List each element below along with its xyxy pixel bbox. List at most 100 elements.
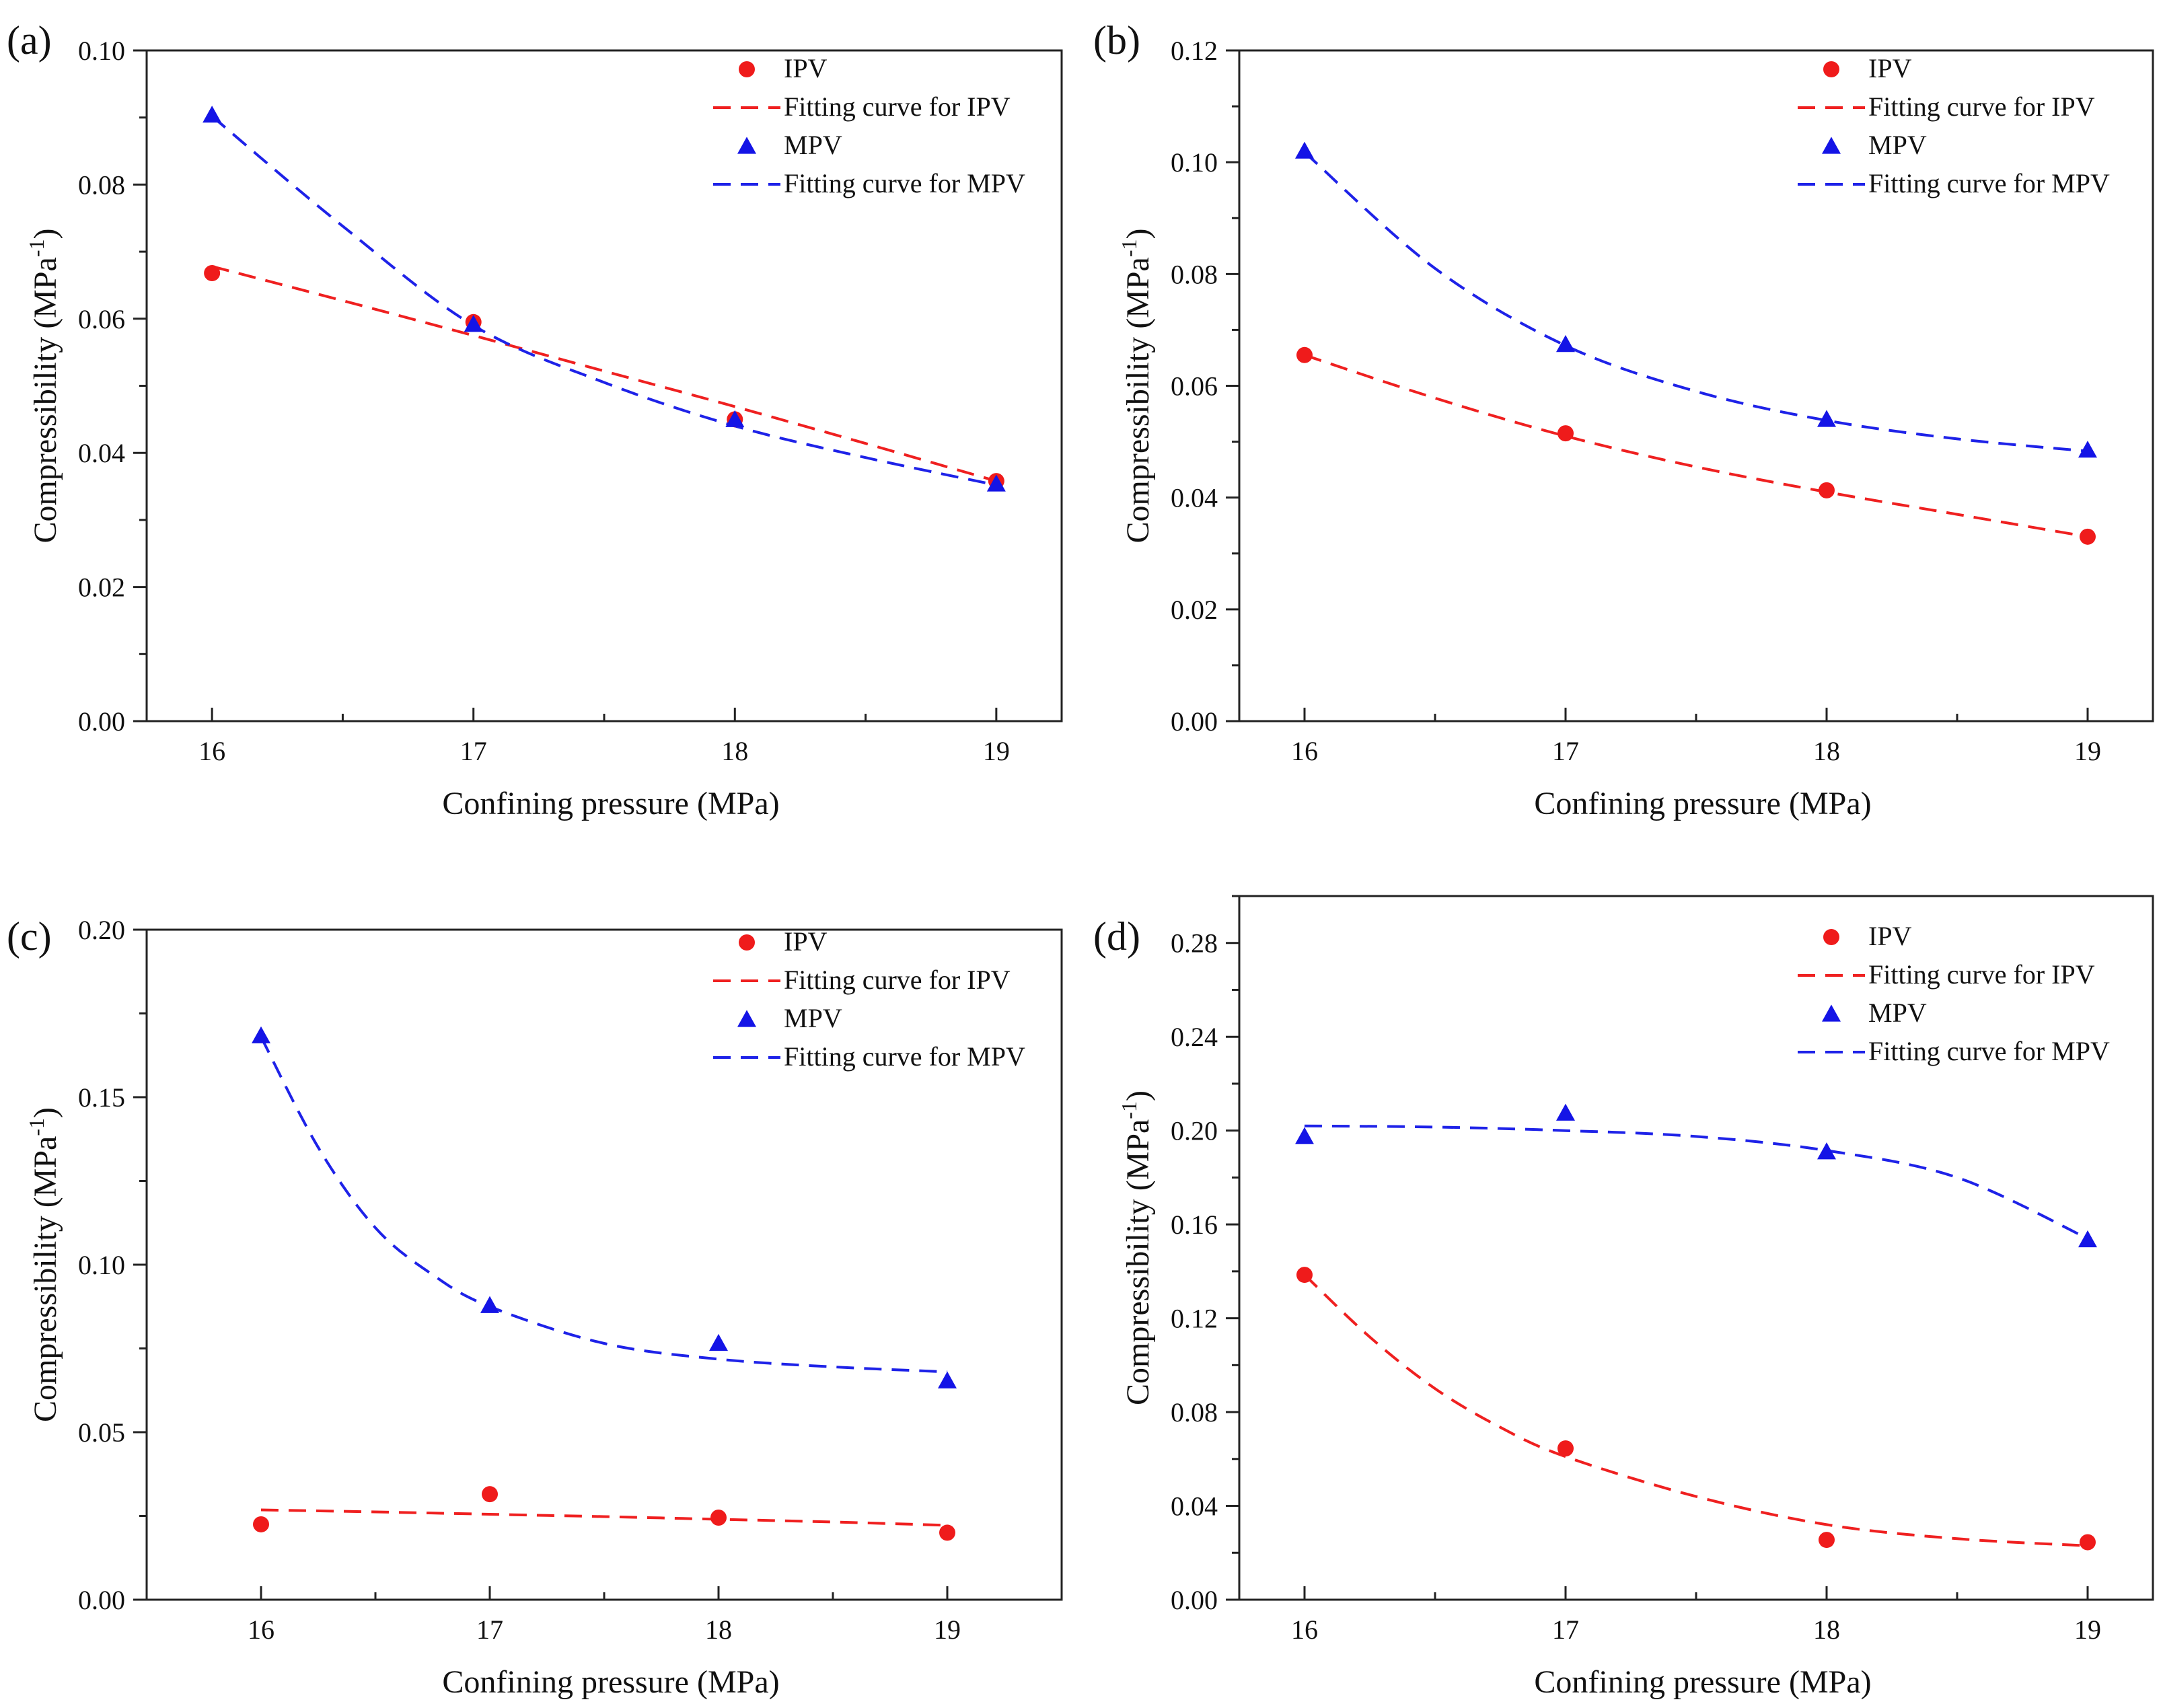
chart-panel-2: (b) 16 17 18 19 0.00 0.02 0.04 0.06 0.08 0.10 0.12 C… <box>1093 18 2154 821</box>
legend-entry: IPV <box>784 926 828 957</box>
y-tick-label: 0.00 <box>78 706 125 737</box>
chart-panel-3: (c) 16 17 18 19 0.00 0.05 0.10 0.15 0.20 Confining… <box>7 914 1063 1700</box>
mpv-point <box>938 1371 957 1388</box>
x-tick-label: 18 <box>1813 1614 1840 1645</box>
y-tick-label: 0.04 <box>1171 483 1218 513</box>
chart-panel-1: (a) 16 17 18 19 0.00 0.02 0.04 0.06 0.08 0.10 Confi… <box>7 18 1063 821</box>
chart-panel-4: (d) 16 17 18 19 0.00 0.04 0.08 0.12 0.16 0.20 0.24 0… <box>1093 895 2154 1700</box>
x-tick-label: 19 <box>2074 736 2101 766</box>
y-axis-title-main: Compressibility (MPa <box>28 257 63 543</box>
x-tick-label: 18 <box>1813 736 1840 766</box>
y-axis-title-end: ) <box>1120 229 1156 239</box>
x-axis-title: Confining pressure (MPa) <box>442 786 779 821</box>
axes-frame <box>1238 895 2154 1601</box>
ipv-point <box>710 1509 727 1526</box>
y-axis-title: Compressibility (MPa-1) <box>1117 1090 1156 1405</box>
panel-label: (a) <box>7 18 52 63</box>
y-axis-title-end: ) <box>1120 1090 1156 1101</box>
mpv-point <box>480 1296 499 1313</box>
y-axis-title-superscript: -1 <box>1117 239 1141 257</box>
mpv-point <box>2078 1230 2097 1248</box>
y-axis-title: Compressibility (MPa-1) <box>24 229 63 544</box>
mpv-point <box>2078 441 2097 458</box>
y-axis-title-end: ) <box>28 229 63 239</box>
mpv-point <box>1817 410 1836 427</box>
y-tick-label: 0.05 <box>78 1417 125 1448</box>
y-tick-label: 0.15 <box>78 1082 125 1113</box>
panel-label: (b) <box>1093 18 1140 63</box>
legend-entry: Fitting curve for IPV <box>784 965 1011 995</box>
y-tick-label: 0.20 <box>1171 1116 1218 1146</box>
ipv-point <box>1557 1440 1574 1457</box>
x-tick-label: 17 <box>476 1614 503 1645</box>
legend-entry: Fitting curve for IPV <box>1868 959 2095 990</box>
y-tick-label: 0.20 <box>78 915 125 945</box>
legend: IPV Fitting curve for IPV MPV Fitting curve… <box>713 53 1025 198</box>
mpv-point <box>1295 141 1314 159</box>
x-tick-label: 18 <box>705 1614 732 1645</box>
fit-curve-mpv <box>211 115 997 487</box>
x-tick-label: 18 <box>721 736 748 766</box>
y-axis-title-main: Compressibility (MPa <box>28 1136 63 1422</box>
y-tick-label: 0.04 <box>78 438 125 468</box>
ipv-point <box>2080 1534 2096 1551</box>
y-axis-title-superscript: -1 <box>24 239 48 257</box>
x-tick-label: 16 <box>248 1614 274 1645</box>
x-tick-label: 19 <box>2074 1614 2101 1645</box>
legend-ipv-marker <box>1823 61 1839 77</box>
y-tick-label: 0.10 <box>1171 147 1218 178</box>
fit-curve-mpv <box>260 1036 948 1374</box>
mpv-point <box>709 1333 728 1351</box>
y-tick-label: 0.08 <box>1171 1397 1218 1427</box>
y-tick-label: 0.10 <box>78 36 125 66</box>
y-tick-label: 0.16 <box>1171 1210 1218 1240</box>
legend-ipv-marker <box>1823 929 1839 945</box>
y-axis-title: Compressibility (MPa-1) <box>24 1107 63 1422</box>
mpv-point <box>1817 1142 1836 1160</box>
legend-entry: MPV <box>1868 998 1927 1028</box>
y-tick-label: 0.04 <box>1171 1491 1218 1522</box>
y-tick-label: 0.00 <box>78 1585 125 1615</box>
legend: IPV Fitting curve for IPV MPV Fitting curve… <box>713 926 1025 1072</box>
legend-entry: Fitting curve for IPV <box>1868 91 2095 122</box>
ipv-point <box>1296 1267 1313 1284</box>
ipv-point <box>1296 346 1313 363</box>
x-tick-label: 16 <box>198 736 225 766</box>
legend-mpv-marker <box>737 1010 756 1027</box>
y-axis-title-superscript: -1 <box>24 1118 48 1136</box>
y-axis-title: Compressibility (MPa-1) <box>1117 229 1156 544</box>
panel-label: (d) <box>1093 914 1140 959</box>
ipv-point <box>204 265 221 282</box>
mpv-point <box>464 315 483 332</box>
legend-entry: Fitting curve for IPV <box>784 91 1011 122</box>
fit-curve-mpv <box>1303 151 2088 453</box>
x-tick-label: 19 <box>983 736 1010 766</box>
axes-frame <box>145 49 1063 722</box>
x-tick-label: 17 <box>1552 736 1579 766</box>
legend-entry: Fitting curve for MPV <box>784 168 1025 198</box>
y-tick-label: 0.00 <box>1171 1585 1218 1615</box>
ipv-point <box>939 1524 955 1541</box>
legend-mpv-marker <box>1822 137 1841 154</box>
legend-ipv-marker <box>739 934 755 951</box>
legend-entry: IPV <box>784 53 828 83</box>
legend-entry: MPV <box>784 1003 842 1033</box>
ipv-point <box>253 1516 269 1532</box>
axes-frame <box>145 928 1063 1601</box>
y-axis-title-main: Compressibility (MPa <box>1120 257 1156 543</box>
fit-curve-ipv <box>1304 353 2088 538</box>
x-axis-title: Confining pressure (MPa) <box>1534 1664 1871 1700</box>
legend-entry: Fitting curve for MPV <box>784 1041 1025 1072</box>
x-tick-label: 16 <box>1291 736 1318 766</box>
y-tick-label: 0.02 <box>78 572 125 603</box>
legend-mpv-marker <box>1822 1004 1841 1022</box>
y-tick-label: 0.02 <box>1171 595 1218 625</box>
y-tick-label: 0.06 <box>78 304 125 334</box>
mpv-point <box>725 410 745 427</box>
x-tick-label: 17 <box>460 736 487 766</box>
legend-entry: MPV <box>1868 130 1927 160</box>
panel-label: (c) <box>7 914 52 959</box>
legend-entry: MPV <box>784 130 842 160</box>
mpv-point <box>1295 1127 1314 1144</box>
y-tick-label: 0.24 <box>1171 1022 1218 1052</box>
